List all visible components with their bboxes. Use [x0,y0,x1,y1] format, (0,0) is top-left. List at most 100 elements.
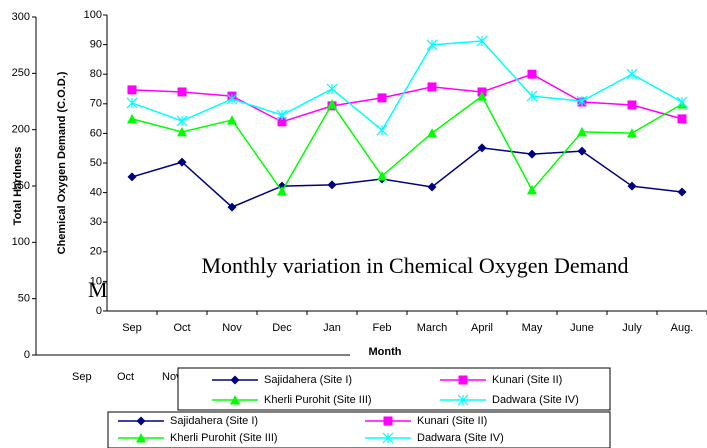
x-axis-label: Month [369,346,402,358]
data-point [477,143,487,153]
data-point [527,69,537,79]
x-tick-label: Sep [122,322,142,334]
y-tick-label: 300 [12,11,30,23]
data-point [127,172,137,182]
y-axis-label: Chemical Oxygen Demand (C.O.D.) [56,71,68,254]
legend-label: Dadwara (Site IV) [417,432,504,444]
legend-label: Sajidahera (Site I) [170,415,258,427]
data-point [177,126,187,137]
legend-label: Kunari (Site II) [417,415,487,427]
data-point [476,35,488,47]
y-tick-label: 10 [90,275,102,287]
series-line [131,40,683,132]
data-point [277,117,287,127]
legend-label: Sajidahera (Site I) [264,374,352,386]
data-point [177,87,187,97]
legend-marker [136,433,146,443]
y-tick-label: 100 [84,9,102,21]
legend-box [107,411,611,448]
data-point [527,149,537,159]
legend-label: Kherli Purohit (Site III) [170,432,278,444]
y-tick-label: 0 [24,349,30,361]
data-point [327,180,337,190]
legend-marker [458,375,468,385]
y-tick-label: 90 [90,39,102,51]
data-point [227,202,237,212]
legend-marker [382,432,394,444]
y-tick-label: 0 [96,305,102,317]
y-tick-label: 60 [90,127,102,139]
data-point [276,109,288,121]
data-point [427,82,437,92]
y-tick-label: 150 [12,180,30,192]
data-point [126,97,138,109]
data-point [527,184,537,195]
x-tick-label: April [471,322,493,334]
data-point [376,124,388,136]
legend-label: Dadwara (Site IV) [492,394,579,406]
y-tick-label: 100 [12,236,30,248]
x-tick-label: Nov [222,322,242,334]
chart-title: M [88,277,108,302]
x-tick-label: June [570,322,594,334]
data-point [626,68,638,80]
legend-label: Kherli Purohit (Site III) [264,394,372,406]
legend-marker [457,394,469,406]
x-tick-label: Aug. [671,322,694,334]
x-tick-label: May [522,322,543,334]
y-tick-label: 40 [90,187,102,199]
y-tick-label: 30 [90,216,102,228]
x-tick-label: Feb [373,322,392,334]
data-point [627,128,637,138]
y-axis-label: Total Hardness [12,147,24,226]
legend-box [177,367,611,411]
legend-marker [383,416,393,426]
data-point [327,99,337,109]
data-point [477,91,487,101]
y-tick-label: 50 [90,157,102,169]
y-tick-label: 50 [18,293,30,305]
data-point [426,39,438,51]
legend-marker [230,375,240,385]
series-line [131,147,683,208]
data-point [576,95,588,107]
data-point [677,114,687,124]
data-point [377,171,387,181]
legend-label: Kunari (Site II) [492,374,562,386]
data-point [177,157,187,167]
data-point [127,113,137,124]
series-line [131,73,683,123]
data-point [427,182,437,192]
x-tick-label: Oct [117,371,134,383]
data-point [526,90,538,102]
data-point [227,115,237,125]
legend-marker [230,395,240,405]
data-point [427,128,437,138]
x-tick-label: July [622,322,642,334]
x-tick-label: Jan [323,322,341,334]
data-point [377,93,387,103]
series-line [131,94,683,193]
y-tick-label: 80 [90,68,102,80]
data-point [277,186,287,196]
x-tick-label: Sep [72,371,92,383]
data-point [577,146,587,156]
data-point [176,115,188,127]
data-point [627,100,637,110]
data-point [577,126,587,137]
x-tick-label: Oct [173,322,190,334]
x-tick-label: March [417,322,448,334]
data-point [226,93,238,105]
chart-title: Monthly variation in Chemical Oxygen Dem… [201,253,628,278]
data-point [127,85,137,95]
y-tick-label: 70 [90,98,102,110]
y-tick-label: 200 [12,124,30,136]
y-tick-label: 250 [12,67,30,79]
data-point [676,96,688,108]
y-tick-label: 20 [90,246,102,258]
x-tick-label: Nov [162,371,182,383]
data-point [627,181,637,191]
data-point [677,187,687,197]
legend-marker [136,416,146,426]
